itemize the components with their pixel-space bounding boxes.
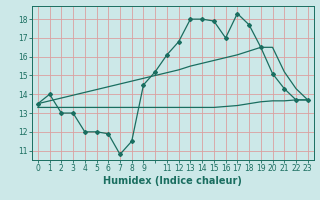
X-axis label: Humidex (Indice chaleur): Humidex (Indice chaleur)	[103, 176, 242, 186]
